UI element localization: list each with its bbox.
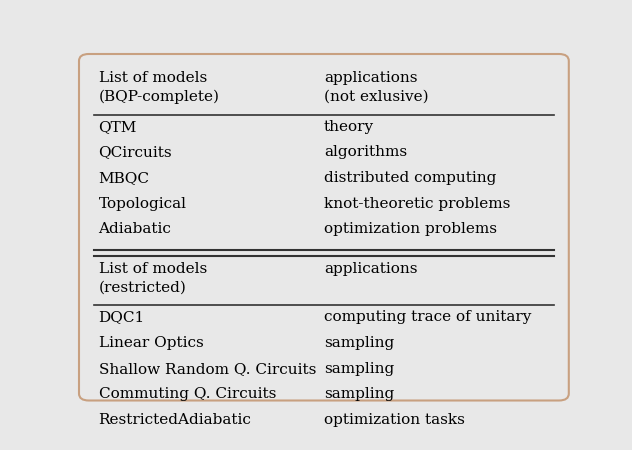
Text: optimization tasks: optimization tasks [324,413,465,427]
Text: sampling: sampling [324,362,394,376]
Text: sampling: sampling [324,387,394,401]
Text: algorithms: algorithms [324,145,407,159]
Text: QTM: QTM [99,120,137,134]
Text: applications: applications [324,262,417,276]
Text: QCircuits: QCircuits [99,145,172,159]
Text: distributed computing: distributed computing [324,171,496,185]
Text: optimization problems: optimization problems [324,222,497,236]
Text: List of models
(restricted): List of models (restricted) [99,262,207,294]
Text: applications
(not exlusive): applications (not exlusive) [324,71,428,104]
FancyBboxPatch shape [79,54,569,400]
Text: List of models
(BQP-complete): List of models (BQP-complete) [99,71,219,104]
Text: DQC1: DQC1 [99,310,145,324]
Text: knot-theoretic problems: knot-theoretic problems [324,197,510,211]
Text: Shallow Random Q. Circuits: Shallow Random Q. Circuits [99,362,316,376]
Text: sampling: sampling [324,336,394,350]
Text: theory: theory [324,120,374,134]
Text: Topological: Topological [99,197,186,211]
Text: computing trace of unitary: computing trace of unitary [324,310,532,324]
Text: Commuting Q. Circuits: Commuting Q. Circuits [99,387,276,401]
Text: RestrictedAdiabatic: RestrictedAdiabatic [99,413,252,427]
Text: Adiabatic: Adiabatic [99,222,171,236]
Text: MBQC: MBQC [99,171,150,185]
Text: Linear Optics: Linear Optics [99,336,204,350]
